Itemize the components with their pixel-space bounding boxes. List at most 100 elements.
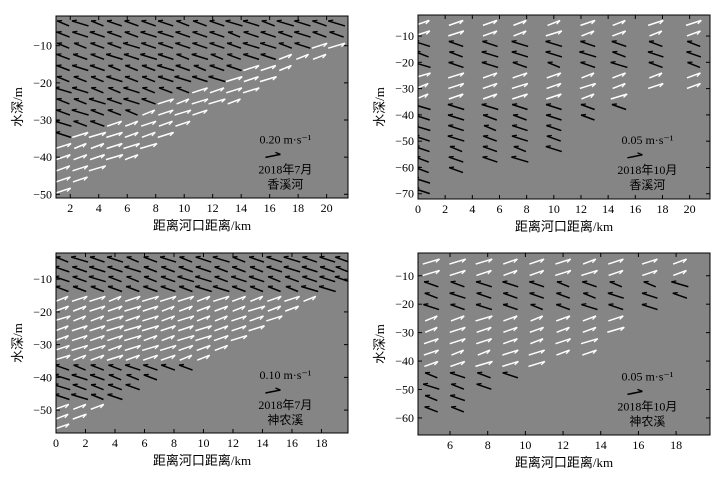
velocity-arrow [283, 265, 301, 273]
velocity-arrow [214, 344, 229, 352]
scale-label: 0.05 m·s⁻¹ [621, 369, 673, 383]
x-tick-label: 10 [548, 202, 560, 216]
velocity-arrow [482, 134, 498, 142]
velocity-arrow [450, 383, 465, 390]
velocity-arrow [72, 53, 88, 61]
plot-frame [55, 252, 349, 434]
velocity-arrow [418, 19, 430, 26]
velocity-arrow [418, 103, 431, 111]
velocity-arrow [612, 82, 626, 90]
velocity-arrow [126, 373, 140, 381]
x-tick-label: 12 [227, 436, 239, 450]
y-axis-label: 水深/m [10, 87, 25, 127]
velocity-arrow [482, 155, 498, 163]
velocity-arrow [192, 109, 208, 116]
velocity-arrow [267, 285, 281, 293]
velocity-arrow [56, 265, 70, 273]
velocity-arrow [448, 124, 464, 132]
velocity-arrow [319, 275, 336, 283]
velocity-arrow [107, 383, 123, 391]
velocity-arrow [226, 64, 242, 72]
velocity-arrow [71, 295, 88, 303]
velocity-arrow [649, 72, 663, 79]
velocity-arrow [88, 131, 107, 139]
velocity-arrow [418, 30, 431, 36]
velocity-arrow [261, 19, 275, 27]
velocity-arrow [481, 103, 499, 111]
velocity-arrow [107, 285, 123, 293]
velocity-arrow [546, 124, 562, 132]
x-tick-label: 10 [197, 436, 209, 450]
velocity-arrow [582, 315, 597, 322]
velocity-arrow [449, 269, 466, 277]
velocity-arrow [424, 326, 438, 333]
velocity-arrow [196, 354, 211, 361]
x-tick-label: 10 [519, 438, 531, 452]
velocity-arrow [450, 394, 466, 402]
y-tick-label: −60 [395, 160, 414, 174]
velocity-arrow [176, 86, 190, 94]
velocity-arrow [547, 19, 561, 27]
velocity-arrow [72, 403, 87, 411]
velocity-arrow [161, 305, 175, 312]
velocity-arrow [124, 30, 139, 38]
velocity-arrow [447, 134, 465, 142]
velocity-arrow [72, 305, 87, 312]
velocity-arrow [249, 265, 264, 273]
velocity-arrow [481, 50, 499, 58]
velocity-arrow [56, 165, 71, 172]
velocity-arrow [278, 64, 292, 72]
velocity-arrow [450, 405, 465, 413]
y-tick-label: −10 [395, 269, 414, 283]
velocity-arrow [141, 295, 160, 303]
velocity-arrow [318, 285, 336, 293]
velocity-arrow [105, 52, 123, 61]
velocity-arrow [607, 326, 625, 334]
velocity-arrow [278, 53, 293, 61]
velocity-arrow [212, 255, 230, 263]
velocity-arrow [580, 103, 595, 111]
velocity-arrow [88, 165, 107, 172]
velocity-arrow [530, 303, 544, 311]
velocity-arrow [243, 64, 260, 72]
velocity-arrow [449, 326, 466, 333]
plot-area-background [56, 253, 348, 433]
velocity-arrow [106, 97, 122, 105]
velocity-arrow [249, 315, 264, 322]
velocity-arrow [56, 363, 70, 371]
velocity-arrow [503, 291, 518, 299]
plot-frame [417, 252, 711, 436]
velocity-arrow [545, 40, 563, 48]
velocity-arrow [686, 30, 701, 37]
velocity-arrow [124, 64, 139, 72]
x-tick-label: 16 [264, 201, 276, 215]
velocity-arrow [612, 30, 627, 37]
velocity-arrow [125, 285, 140, 293]
velocity-arrow [125, 315, 141, 322]
x-tick-label: 2 [67, 201, 73, 215]
velocity-arrow [108, 64, 121, 72]
velocity-arrow [448, 40, 464, 48]
velocity-arrow [157, 64, 175, 72]
velocity-arrow [89, 255, 105, 263]
velocity-arrow [108, 344, 123, 352]
velocity-arrow [90, 109, 105, 116]
velocity-arrow [71, 19, 89, 27]
velocity-arrow [302, 255, 318, 263]
velocity-arrow [227, 98, 241, 105]
velocity-arrow [528, 360, 546, 368]
velocity-arrow [545, 103, 562, 111]
x-tick-label: 16 [629, 202, 641, 216]
velocity-arrow [482, 72, 498, 79]
velocity-arrow [511, 103, 528, 111]
velocity-arrow [177, 334, 195, 342]
velocity-arrow [554, 269, 572, 277]
velocity-arrow [196, 295, 211, 303]
reference-arrow [627, 152, 643, 159]
velocity-arrow [231, 325, 247, 332]
x-tick-label: 6 [141, 436, 147, 450]
velocity-arrow [580, 113, 595, 121]
panel-2: 0 2 4 6 8 10 12 14 16 18 20 −10 −20 −30 −40 −50 −60 −70 距离… [372, 14, 711, 234]
velocity-arrow [482, 30, 498, 37]
